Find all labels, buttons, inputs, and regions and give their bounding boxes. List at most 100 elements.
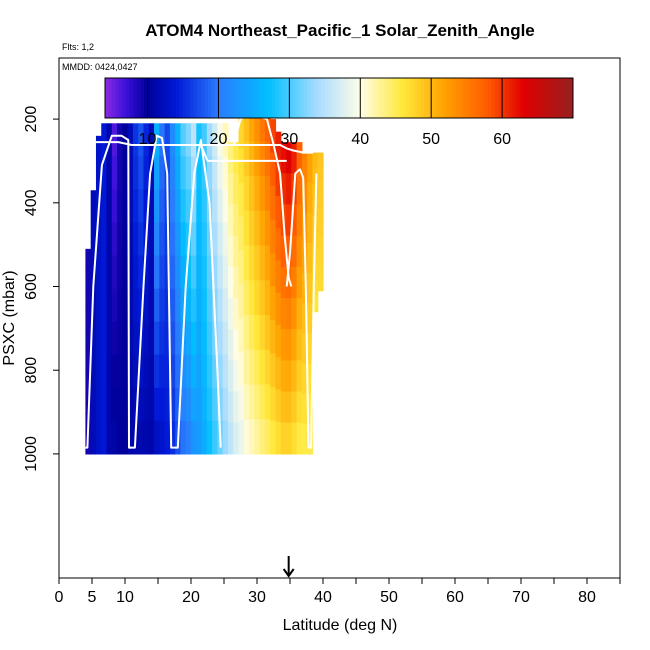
- colorbar-swatch: [456, 78, 461, 118]
- heatmap-cell: [275, 163, 282, 197]
- heatmap-cell: [95, 294, 102, 328]
- heatmap-cell: [148, 387, 155, 422]
- heatmap-cell: [233, 329, 240, 361]
- heatmap-cell: [191, 123, 197, 157]
- y-tick-label: 1000: [23, 436, 40, 472]
- heatmap-cell: [201, 189, 208, 224]
- heatmap-cell: [317, 263, 324, 278]
- heatmap-cell: [254, 210, 261, 247]
- heatmap-cell: [143, 420, 150, 455]
- colorbar-swatch: [292, 78, 297, 118]
- heatmap-cell: [217, 354, 224, 389]
- plot-frame: [58, 57, 621, 579]
- heatmap-cell: [217, 189, 224, 224]
- colorbar-swatch: [558, 78, 563, 118]
- heatmap-cell: [212, 420, 218, 455]
- colorbar-swatch: [115, 78, 120, 118]
- heatmap-cell: [159, 288, 166, 323]
- flight-profile-line: [129, 134, 174, 449]
- heatmap-cell: [117, 255, 123, 290]
- heatmap-cell: [217, 123, 224, 157]
- heatmap-cell: [117, 354, 123, 389]
- colorbar-swatch: [122, 78, 127, 118]
- heatmap-cell: [101, 156, 108, 191]
- colorbar-tick-label: 60: [493, 131, 511, 148]
- heatmap-cell: [180, 222, 187, 257]
- heatmap-cell: [233, 391, 240, 424]
- heatmap-cell: [154, 156, 160, 191]
- heatmap-cell: [111, 321, 118, 356]
- heatmap-cell: [243, 419, 250, 455]
- heatmap-cell: [106, 321, 113, 356]
- heatmap-cell: [296, 142, 303, 174]
- heatmap-cell: [148, 255, 155, 290]
- heatmap-cell: [180, 189, 187, 224]
- colorbar-swatch: [473, 78, 478, 118]
- heatmap-cell: [159, 387, 166, 422]
- heatmap-cell: [233, 298, 240, 330]
- heatmap-cell: [196, 189, 203, 224]
- colorbar-swatch: [232, 78, 237, 118]
- heatmap-cell: [259, 349, 266, 386]
- heatmap-cell: [259, 210, 266, 247]
- colorbar-swatch: [158, 78, 163, 118]
- heatmap-cell: [148, 420, 155, 455]
- colorbar-swatch: [356, 78, 361, 118]
- heatmap-cell: [212, 387, 218, 422]
- heatmap-cell: [132, 222, 139, 257]
- colorbar-swatch: [179, 78, 184, 118]
- heatmap-cell: [233, 142, 240, 174]
- heatmap-cell: [317, 207, 324, 223]
- x-axis: 0 5 10 20 30 40 50 60 70 80: [55, 578, 621, 606]
- heatmap-cell: [90, 348, 97, 376]
- heatmap-cell: [254, 349, 261, 386]
- heatmap-cell: [175, 189, 182, 224]
- heatmap-cell: [217, 255, 224, 290]
- colorbar-swatch: [300, 78, 305, 118]
- heatmap-cell: [175, 387, 182, 422]
- heatmap-cell: [212, 123, 218, 157]
- heatmap-cell: [101, 255, 108, 290]
- colorbar-swatch: [434, 78, 439, 118]
- heatmap-cell: [201, 321, 208, 356]
- heatmap-cell: [243, 141, 250, 177]
- heatmap-cell: [275, 292, 282, 326]
- heatmap-cell: [132, 189, 139, 224]
- colorbar-swatch: [307, 78, 312, 118]
- heatmap-cell: [254, 384, 261, 420]
- heatmap-cell: [122, 189, 129, 224]
- heatmap-cell: [259, 419, 266, 455]
- heatmap-cell: [291, 360, 298, 393]
- heatmap-cell: [117, 387, 123, 422]
- heatmap-cell: [222, 189, 229, 224]
- y-axis: 200 400 600 800 1000: [23, 106, 59, 472]
- heatmap-cell: [180, 387, 187, 422]
- colorbar-swatch: [424, 78, 429, 118]
- colorbar-swatch: [324, 78, 329, 118]
- heatmap-cell: [249, 245, 255, 281]
- heatmap-cell: [148, 123, 155, 157]
- flight-profile-line: [285, 168, 305, 287]
- heatmap-cell: [127, 255, 134, 290]
- heatmap-cell: [90, 216, 97, 244]
- marker-arrow-head: [282, 568, 295, 578]
- heatmap-cell: [317, 276, 324, 292]
- heatmap-cell: [164, 123, 171, 157]
- heatmap-cell: [132, 255, 139, 290]
- heatmap-cell: [122, 288, 129, 323]
- heatmap-cell: [233, 360, 240, 393]
- heatmap-cell: [127, 123, 134, 157]
- heatmap-cell: [259, 280, 266, 316]
- heatmap-cell: [191, 222, 197, 257]
- heatmap-cell: [191, 321, 197, 356]
- heatmap-cell: [101, 189, 108, 224]
- heatmap-cell: [106, 387, 113, 422]
- heatmap-cell: [164, 387, 171, 422]
- heatmap-cell: [296, 235, 303, 268]
- colorbar-swatch: [346, 78, 351, 118]
- heatmap-cell: [243, 210, 250, 247]
- heatmap-cell: [296, 298, 303, 330]
- heatmap-cell: [95, 326, 102, 360]
- heatmap-cell: [175, 123, 182, 157]
